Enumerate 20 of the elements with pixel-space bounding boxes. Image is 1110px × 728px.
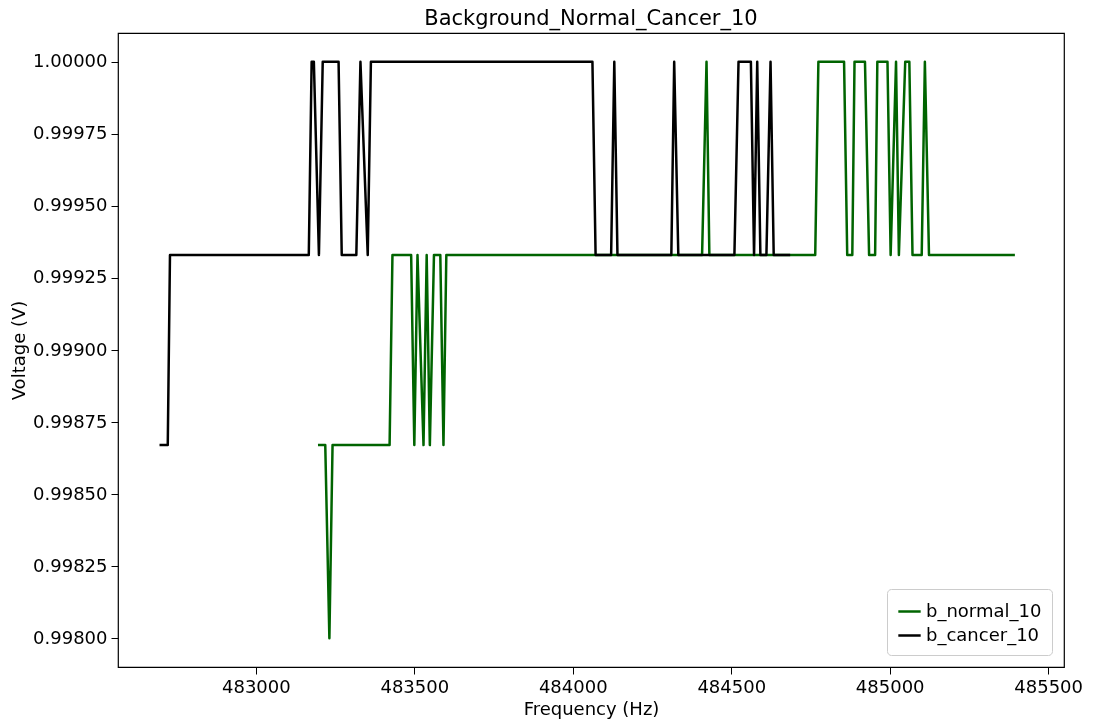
legend-label: b_normal_10 xyxy=(926,599,1042,622)
y-tick-label: 1.00000 xyxy=(33,50,108,72)
y-tick-label: 0.99975 xyxy=(33,122,108,144)
y-tick-label: 0.99800 xyxy=(33,626,108,648)
y-tick-label: 0.99925 xyxy=(33,266,108,288)
y-tick-label: 0.99825 xyxy=(33,554,108,576)
y-tick-label: 0.99875 xyxy=(33,410,108,432)
x-tick-label: 483500 xyxy=(380,675,450,697)
y-tick-label: 0.99850 xyxy=(33,482,108,504)
x-tick-label: 483000 xyxy=(222,675,291,697)
y-tick-label: 0.99900 xyxy=(33,338,108,360)
x-tick-label: 484000 xyxy=(538,675,608,697)
x-axis-title: Frequency (Hz) xyxy=(523,697,660,719)
chart-title: Background_Normal_Cancer_10 xyxy=(424,6,758,31)
x-tick-label: 485500 xyxy=(1014,675,1084,697)
legend-label: b_cancer_10 xyxy=(926,623,1040,646)
x-tick-label: 484500 xyxy=(697,675,767,697)
x-tick-label: 485000 xyxy=(855,675,925,697)
y-axis-title: Voltage (V) xyxy=(8,300,30,401)
y-tick-label: 0.99950 xyxy=(33,194,108,216)
